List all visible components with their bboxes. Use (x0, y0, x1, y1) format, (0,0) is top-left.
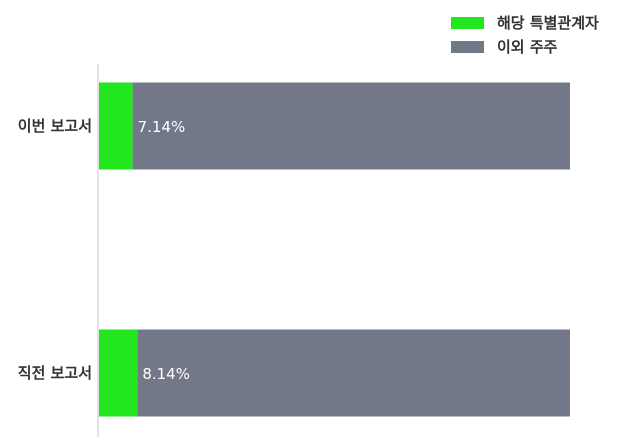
legend-swatch (451, 17, 484, 29)
bar-segment-other-shareholders (137, 329, 570, 417)
legend-swatch (451, 41, 484, 53)
data-label: 8.14% (142, 365, 190, 383)
legend-label: 해당 특별관계자 (497, 14, 599, 32)
category-label: 직전 보고서 (18, 364, 92, 382)
data-label: 7.14% (138, 118, 186, 136)
bar-segment-related-party (99, 82, 133, 170)
category-label: 이번 보고서 (18, 117, 92, 135)
bar-segment-related-party (99, 329, 138, 417)
legend-label: 이외 주주 (497, 38, 558, 56)
bar-segment-other-shareholders (132, 82, 570, 170)
